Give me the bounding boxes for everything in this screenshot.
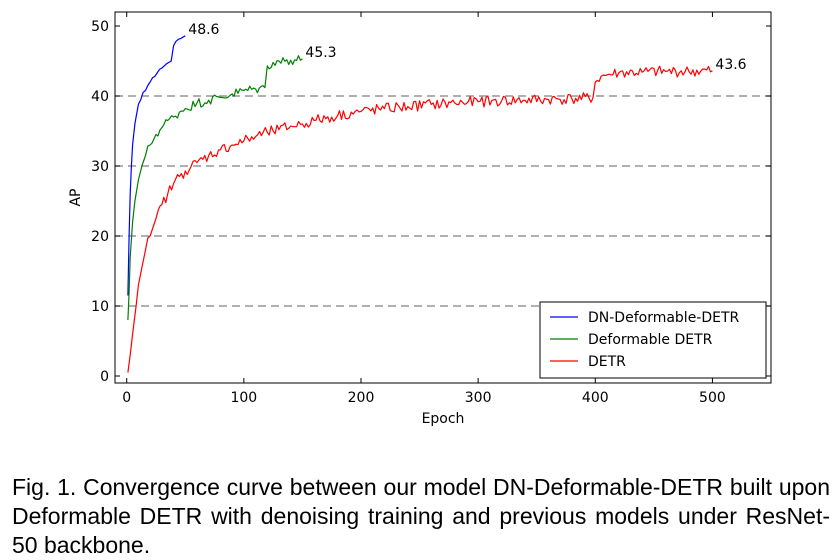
axis-ticks: 0 100 200 300 400 500 0 10 20 30 40 50 — [91, 12, 771, 406]
y-tick-label-30: 30 — [91, 159, 109, 175]
y-axis-label: AP — [68, 188, 84, 206]
x-tick-label-300: 300 — [465, 390, 492, 406]
y-tick-label-40: 40 — [91, 89, 109, 105]
y-tick-label-10: 10 — [91, 299, 109, 315]
legend-box — [539, 301, 767, 379]
end-label-deformable-detr: 45.3 — [305, 45, 336, 61]
end-label-detr: 43.6 — [715, 57, 746, 73]
plot-frame — [114, 11, 772, 384]
x-tick-label-200: 200 — [348, 390, 375, 406]
x-tick-label-100: 100 — [230, 390, 257, 406]
series-lines — [127, 35, 713, 373]
legend: DN-Deformable-DETR Deformable DETR DETR — [539, 301, 767, 379]
x-tick-label-400: 400 — [582, 390, 609, 406]
convergence-chart: 0 100 200 300 400 500 0 10 20 30 40 50 48.6 45.3 43.6… — [68, 11, 772, 427]
series-line-detr — [127, 65, 713, 373]
legend-label-detr: DETR — [588, 354, 626, 370]
x-tick-label-500: 500 — [699, 390, 726, 406]
figure-caption: Fig. 1. Convergence curve between our mo… — [12, 474, 830, 558]
end-labels: 48.6 45.3 43.6 — [188, 22, 746, 73]
y-tick-label-50: 50 — [91, 19, 109, 35]
y-tick-label-20: 20 — [91, 229, 109, 245]
end-label-dn-deformable-detr: 48.6 — [188, 22, 219, 38]
legend-label-dn-deformable-detr: DN-Deformable-DETR — [588, 310, 740, 326]
x-tick-label-0: 0 — [122, 390, 131, 406]
x-axis-label: Epoch — [422, 411, 465, 427]
y-tick-label-0: 0 — [100, 369, 109, 385]
series-line-deformable-detr — [127, 55, 303, 321]
series-line-dn-deformable-detr — [127, 35, 186, 296]
legend-label-deformable-detr: Deformable DETR — [588, 332, 713, 348]
grid-lines — [115, 95, 771, 307]
